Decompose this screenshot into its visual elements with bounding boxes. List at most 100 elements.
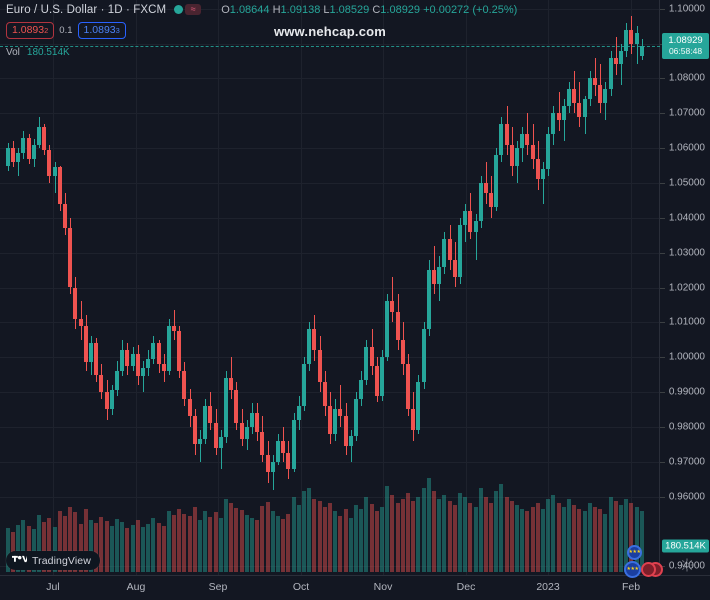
tradingview-mark-icon xyxy=(12,555,27,563)
grid-line-h xyxy=(0,182,660,184)
candle-body xyxy=(453,259,457,278)
price-axis-label: 1.07000 xyxy=(668,107,705,119)
price-axis-label: 1.04000 xyxy=(668,212,705,224)
market-status-group[interactable]: ≈ xyxy=(174,4,202,15)
candle-body xyxy=(572,88,576,103)
candle-body xyxy=(297,405,301,420)
volume-label: Vol xyxy=(6,46,20,58)
candle-body xyxy=(593,78,597,86)
red-event-badge-icon-1[interactable] xyxy=(641,562,656,577)
candle-wick xyxy=(200,430,201,462)
volume-value: 180.514K xyxy=(26,46,70,58)
volume-bar xyxy=(141,527,145,572)
volume-bar xyxy=(619,505,623,572)
change-percent: (+0.25%) xyxy=(472,3,518,16)
chart-canvas[interactable] xyxy=(0,0,660,575)
volume-bar xyxy=(266,502,270,572)
sell-price-box[interactable]: 1.0893 2 xyxy=(6,22,55,39)
candle-body xyxy=(302,364,306,406)
candle-body xyxy=(115,371,119,391)
volume-bar xyxy=(427,478,431,572)
candle-body xyxy=(427,270,431,330)
candle-body xyxy=(442,238,446,267)
candle-body xyxy=(68,228,72,288)
grid-line-h xyxy=(0,43,660,45)
candle-body xyxy=(42,127,46,150)
volume-bar xyxy=(614,500,618,572)
candle-body xyxy=(359,379,363,399)
volume-bar xyxy=(557,503,561,572)
symbol-title[interactable]: Euro / U.S. Dollar · 1D · FXCM xyxy=(6,3,167,16)
price-axis-label: 0.98000 xyxy=(668,421,705,433)
volume-bar xyxy=(396,503,400,572)
volume-bar xyxy=(416,496,420,572)
candle-body xyxy=(6,148,10,166)
candle-body xyxy=(396,311,400,340)
grid-line-v xyxy=(631,0,632,575)
volume-bar xyxy=(115,518,119,572)
volume-bar xyxy=(297,505,301,572)
volume-bar xyxy=(240,510,244,572)
candle-body xyxy=(344,416,348,447)
volume-bar xyxy=(234,508,238,572)
price-axis-label: 0.94000 xyxy=(668,560,705,572)
volume-bar xyxy=(198,519,202,572)
grid-line-h xyxy=(0,287,660,289)
candle-body xyxy=(489,193,493,208)
candle-wick xyxy=(595,57,596,96)
volume-bar xyxy=(21,519,25,572)
candle-body xyxy=(390,301,394,312)
time-axis[interactable]: Jul Aug Sep Oct Nov Dec 2023 Feb xyxy=(0,575,710,600)
candle-body xyxy=(432,270,436,284)
price-tick xyxy=(660,252,665,254)
volume-bar xyxy=(401,498,405,572)
volume-bar xyxy=(172,514,176,572)
volume-bar xyxy=(47,517,51,572)
volume-bar xyxy=(32,529,36,572)
candle-body xyxy=(629,29,633,44)
axis-separator xyxy=(659,0,660,575)
candle-body xyxy=(385,301,389,358)
volume-bar xyxy=(193,507,197,572)
tradingview-logo[interactable]: TradingView xyxy=(6,551,100,570)
volume-bar xyxy=(577,509,581,572)
candle-wick xyxy=(340,385,341,427)
eu-flag-badge-icon[interactable]: ★★★ xyxy=(627,545,642,560)
grid-line-h xyxy=(0,496,660,498)
volume-bar xyxy=(562,507,566,572)
grid-line-h xyxy=(0,252,660,254)
candle-body xyxy=(125,350,129,366)
candle-body xyxy=(323,381,327,406)
volume-bar xyxy=(84,509,88,572)
candle-body xyxy=(89,343,93,363)
candle-body xyxy=(525,134,529,145)
candle-body xyxy=(224,378,228,438)
candle-body xyxy=(551,113,555,135)
volume-bar xyxy=(312,498,316,572)
candle-body xyxy=(79,318,83,326)
volume-bar xyxy=(182,513,186,572)
price-tick xyxy=(660,113,665,115)
volume-bar xyxy=(635,507,639,572)
volume-bar xyxy=(546,498,550,572)
candle-body xyxy=(598,85,602,103)
bar-countdown: 06:58:48 xyxy=(668,46,703,57)
volume-bar xyxy=(603,513,607,572)
volume-bar xyxy=(505,496,509,572)
buy-price-box[interactable]: 1.0893 3 xyxy=(77,22,126,39)
candle-body xyxy=(364,346,368,380)
price-tick xyxy=(660,392,665,394)
eu-flag-badge-icon-2[interactable]: ★★★ xyxy=(624,561,641,578)
price-tick xyxy=(660,426,665,428)
candle-body xyxy=(577,102,581,117)
chart-legend: Euro / U.S. Dollar · 1D · FXCM ≈ O1.0864… xyxy=(6,2,517,59)
candle-body xyxy=(479,182,483,222)
candle-body xyxy=(172,325,176,332)
candle-body xyxy=(541,169,545,180)
volume-bar xyxy=(515,505,519,572)
volume-bar xyxy=(624,498,628,572)
market-open-dot-icon xyxy=(174,5,184,14)
gear-icon[interactable] xyxy=(680,558,694,572)
price-axis[interactable]: 1.100001.090001.080001.070001.060001.050… xyxy=(660,0,710,575)
volume-bar xyxy=(229,503,233,572)
